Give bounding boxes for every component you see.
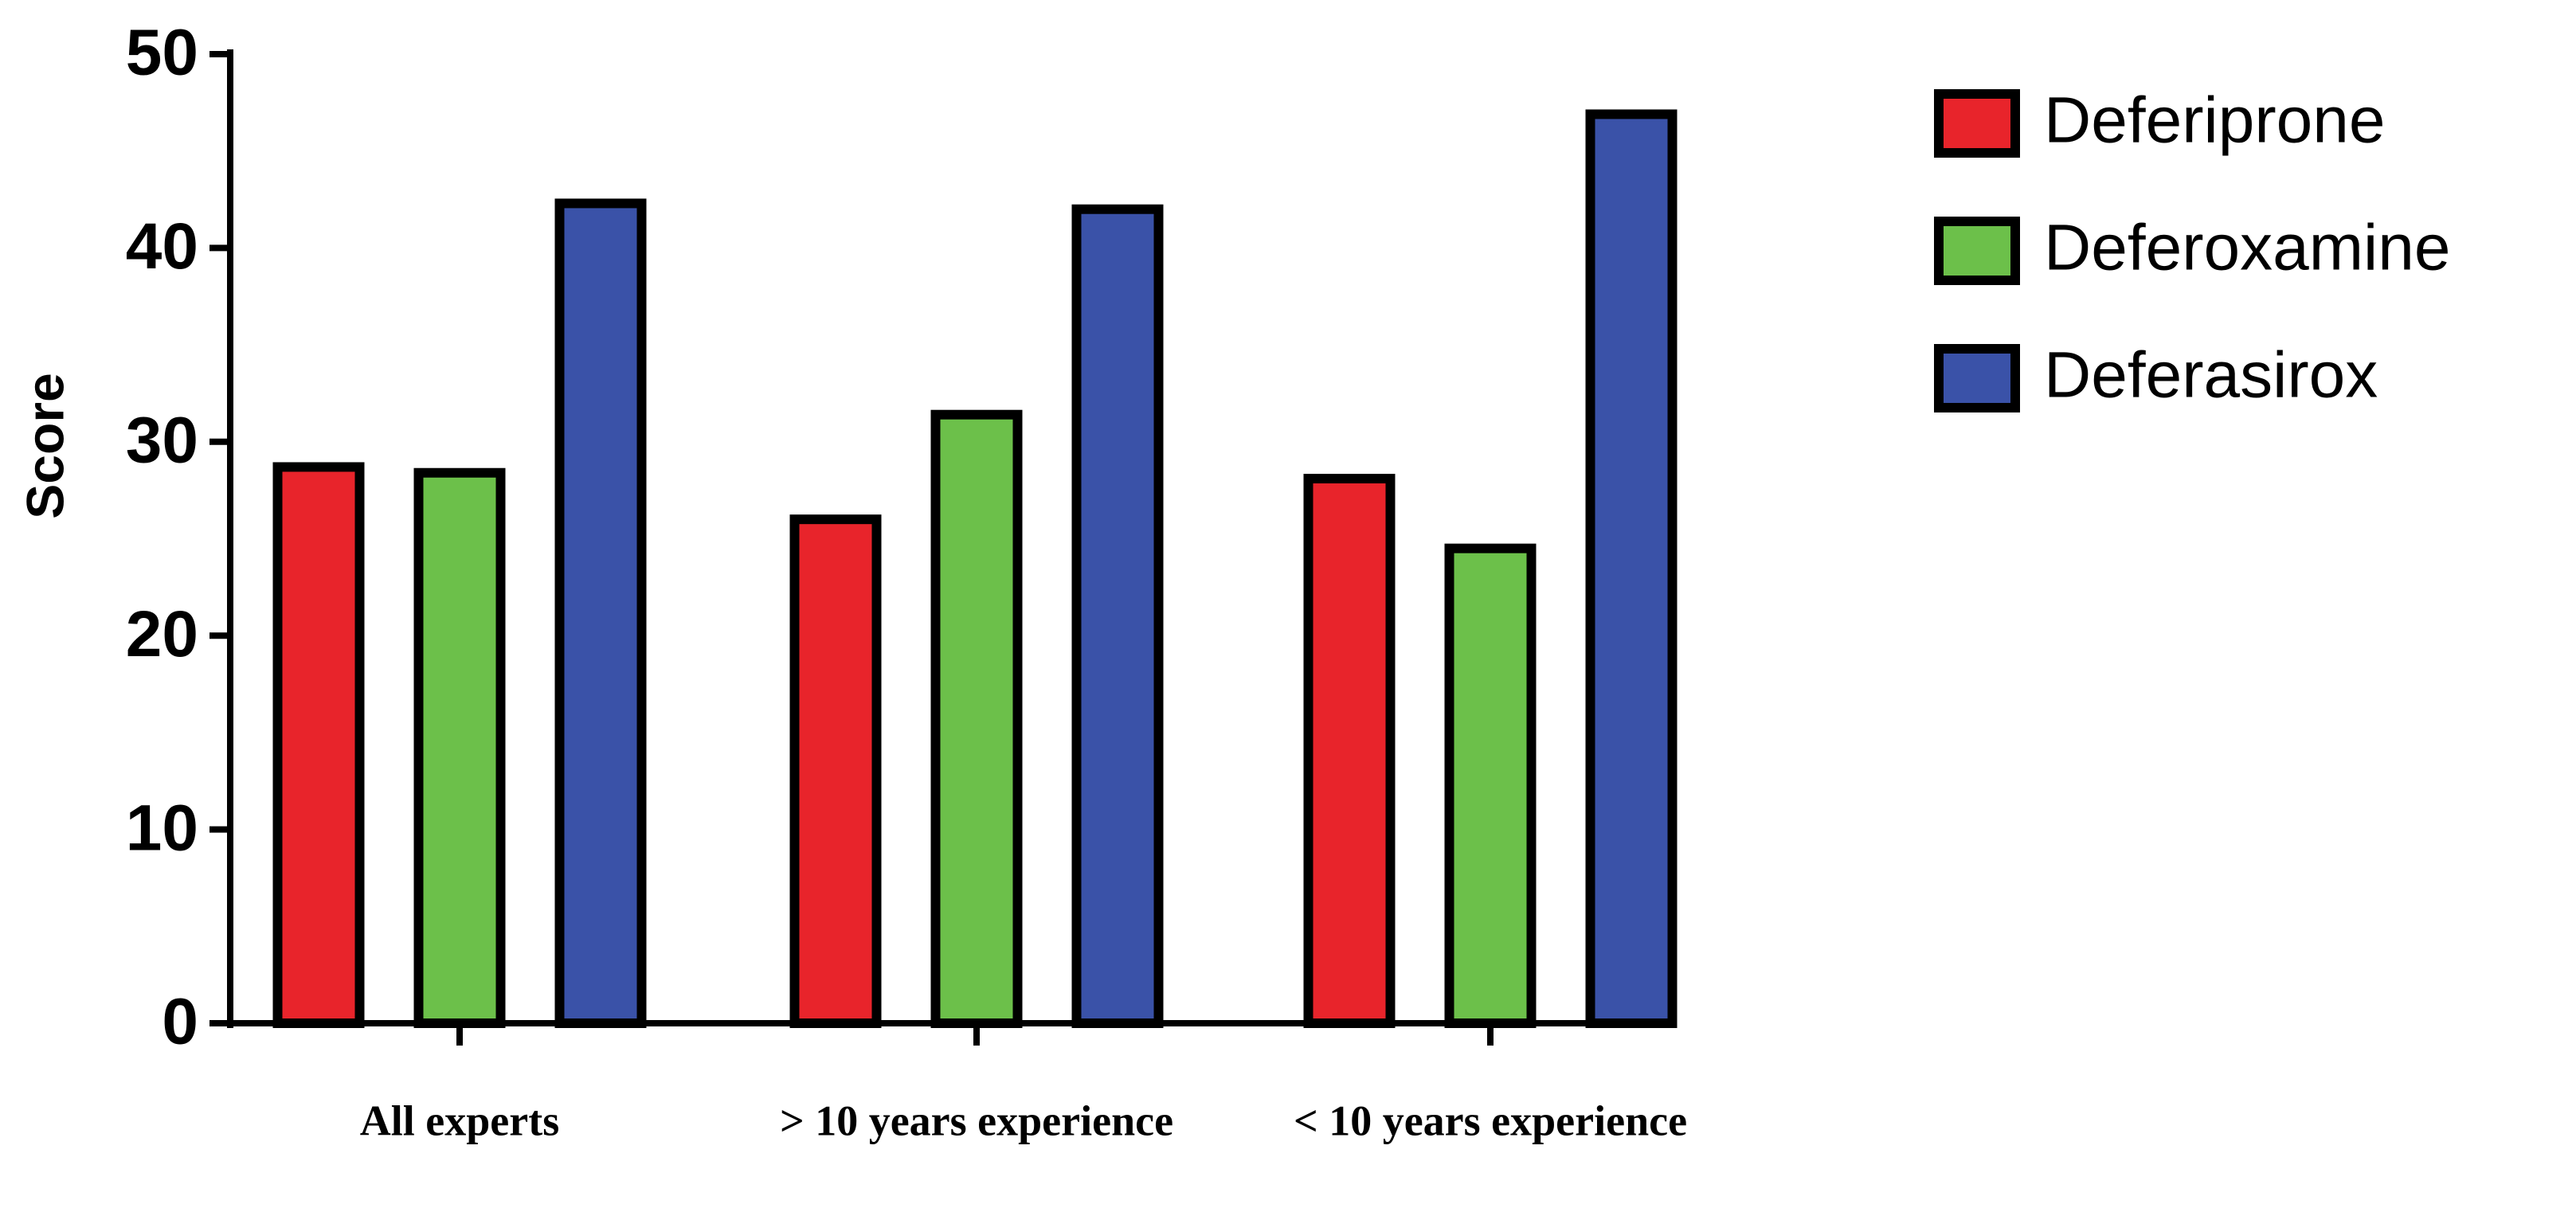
legend-label: Deferiprone: [2044, 84, 2385, 157]
legend-label: Deferasirox: [2044, 339, 2378, 412]
bar: [413, 467, 506, 1028]
legend-swatch: [1934, 344, 2020, 412]
y-tick-label: 10: [126, 792, 198, 864]
bar: [1585, 109, 1678, 1029]
bar: [554, 198, 647, 1029]
y-tick-label: 20: [126, 598, 198, 670]
y-axis-label: Score: [15, 373, 74, 518]
y-tick-label: 0: [162, 986, 198, 1058]
y-tick-label: 50: [126, 17, 198, 89]
bar: [930, 409, 1023, 1028]
bar: [1303, 474, 1396, 1028]
y-tick-label: 40: [126, 210, 198, 283]
x-tick-label: All experts: [360, 1097, 559, 1144]
bar: [1444, 543, 1537, 1028]
bar: [272, 462, 365, 1028]
legend-label: Deferoxamine: [2044, 212, 2450, 284]
x-tick-label: > 10 years experience: [780, 1097, 1173, 1144]
legend-swatch: [1934, 89, 2020, 158]
x-tick-label: < 10 years experience: [1294, 1097, 1687, 1144]
legend-swatch: [1934, 217, 2020, 285]
y-tick-label: 30: [126, 404, 198, 476]
bar: [789, 514, 882, 1028]
bar: [1071, 204, 1164, 1029]
